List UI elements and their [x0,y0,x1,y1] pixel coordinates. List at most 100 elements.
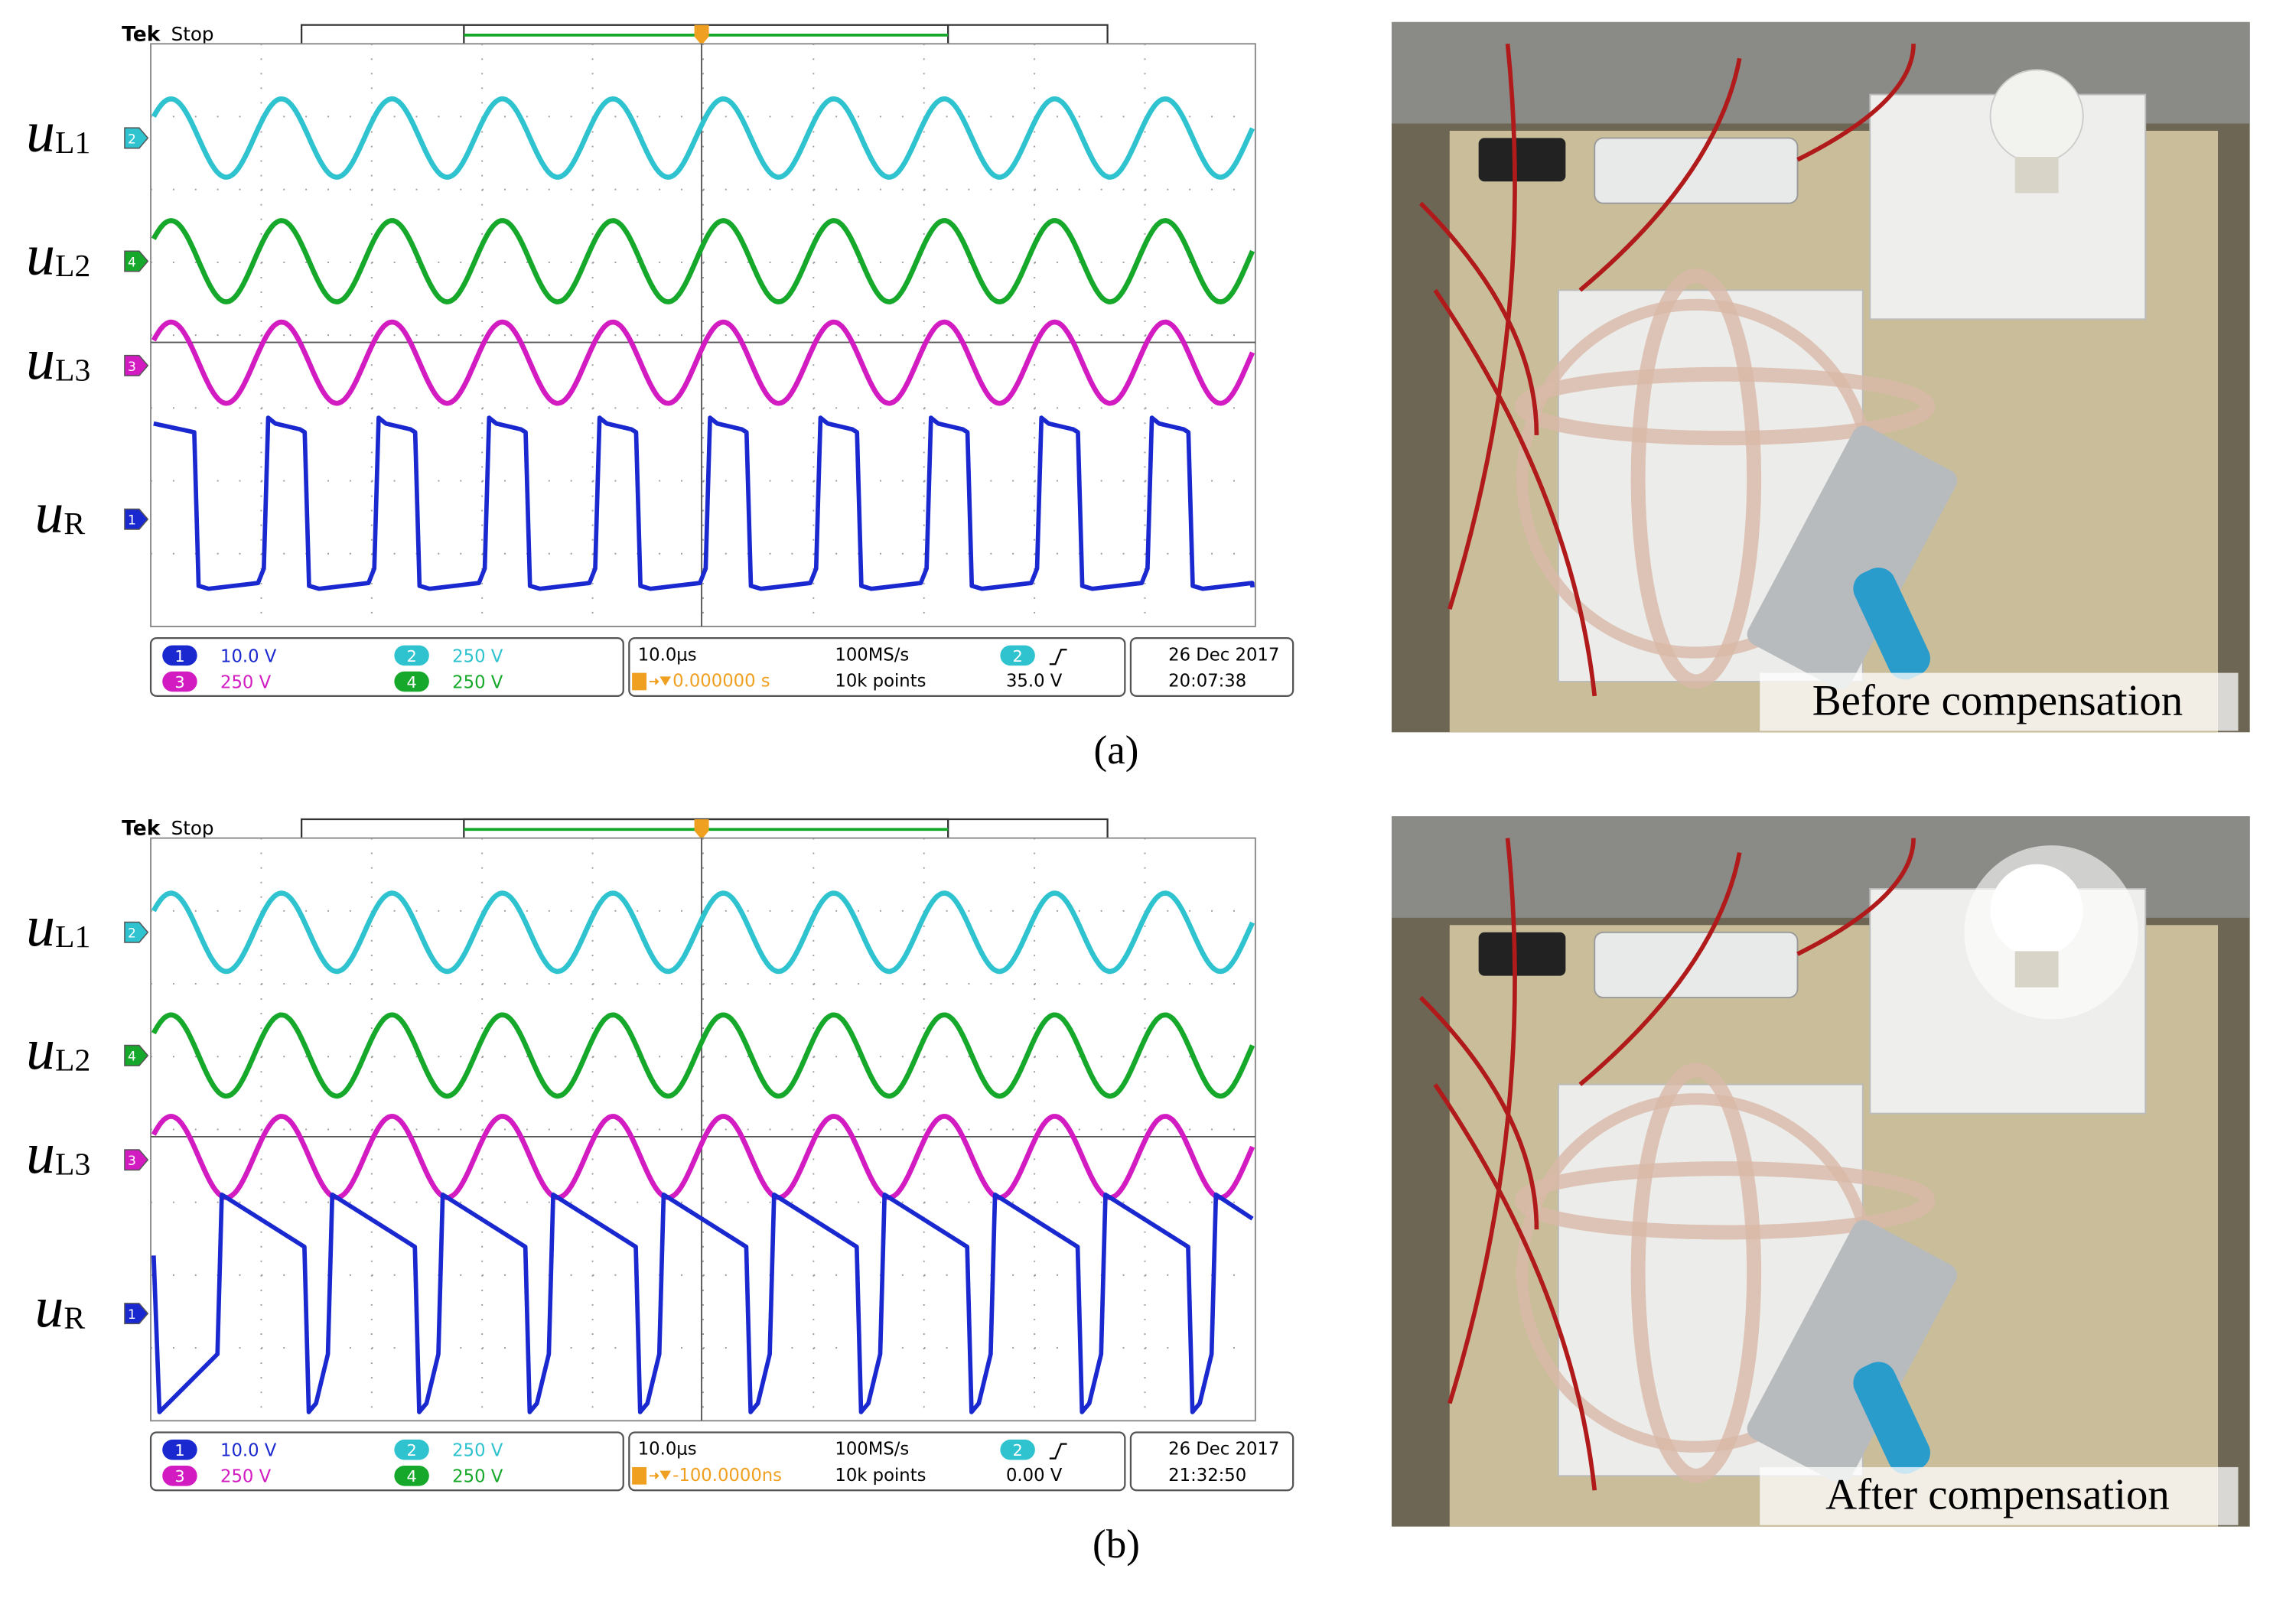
timebase: 10.0μs [638,1440,697,1460]
blue-handle [1853,1362,1930,1474]
date: 26 Dec 2017 [1168,645,1279,665]
bulb-base [2014,157,2059,194]
trace-subscript: L3 [55,353,90,388]
bulb [1990,864,2083,957]
waveform [151,96,1255,180]
cable [1578,57,1742,292]
channel-number: 3 [174,673,184,692]
trace-marker-number: 1 [128,1307,136,1323]
trace-label: uR [34,1275,85,1339]
caption: (b) [1093,1522,1140,1567]
trigger-slope [1049,649,1067,666]
channel-number: 3 [174,1467,184,1486]
trace-label: uL1 [26,100,90,164]
trace-marker [124,1303,149,1325]
photo-label: After compensation [1825,1471,2170,1519]
trace-subscript: L1 [55,919,90,955]
trace-marker [124,508,149,530]
trace-symbol: u [26,100,55,164]
trigger-icon-arrow [649,1470,672,1480]
cable [1447,838,1517,1404]
trace-subscript: L2 [55,1043,90,1078]
trace-label: uL3 [26,1122,90,1186]
power-strip [1594,137,1799,204]
trace-marker-number: 3 [128,1154,136,1169]
trace-label: uL2 [26,1017,90,1082]
readout-box [149,636,624,698]
date: 26 Dec 2017 [1168,1440,1279,1460]
trigger-icon-arrow [649,676,672,686]
channel-scale: 250 V [452,1441,503,1461]
trace-symbol: u [26,894,55,958]
trace-marker [124,921,149,943]
trace-subscript: L3 [55,1147,90,1182]
trace-marker [124,250,149,272]
waveform [151,1192,1254,1414]
cable [1433,288,1597,697]
adapter [1478,138,1566,182]
channel-scale: 250 V [452,646,503,666]
trigger-source: 2 [1012,647,1022,666]
bulb-base [2014,951,2059,988]
trace-label: uL2 [26,223,90,288]
label-box [1760,672,2239,731]
power-strip [1594,931,1799,998]
trace-marker-number: 2 [128,926,136,942]
label-box [1760,1466,2239,1525]
channel-badge [394,1439,429,1460]
trace-symbol: u [26,327,55,392]
record-length: 10k points [835,671,926,691]
channel-badge [394,671,429,692]
channel-number: 2 [406,647,416,666]
trace-symbol: u [34,1275,64,1339]
bulb [1989,69,2084,164]
trace-marker-number: 4 [128,255,136,270]
brand: Tek [122,22,161,46]
trace-symbol: u [26,1122,55,1186]
trace-marker-number: 4 [128,1050,136,1065]
holder [1747,1219,1958,1484]
trigger-position: 0.000000 s [672,671,770,691]
channel-scale: 250 V [452,1467,503,1487]
channel-number: 4 [406,1467,416,1486]
cable [1796,838,1916,956]
cable [1447,43,1517,610]
channel-scale: 250 V [220,1467,272,1487]
holder [1747,425,1958,690]
sample-rate: 100MS/s [835,1440,909,1460]
trace-subscript: L1 [55,125,90,160]
channel-number: 4 [406,673,416,692]
trigger-icon [632,672,647,691]
trigger-marker [694,819,709,840]
waveform [151,319,1255,406]
trace-marker [124,1149,149,1171]
channel-scale: 10.0 V [220,646,277,666]
photo: After compensation [1391,816,2250,1527]
trace-symbol: u [26,223,55,288]
trace-label: uL3 [26,327,90,392]
trace-subscript: R [64,1300,85,1336]
brand: Tek [122,817,161,841]
caption: (a) [1094,728,1139,773]
trace-marker [124,354,149,376]
trace-subscript: L2 [55,249,90,284]
trace-subscript: R [64,506,85,542]
trigger-level: 0.00 V [1006,1466,1063,1486]
channel-scale: 10.0 V [220,1441,277,1461]
channel-badge [162,671,197,692]
channel-number: 1 [174,1441,184,1460]
waveform [151,1012,1255,1099]
status: Stop [171,817,214,839]
trigger-source-badge [1000,645,1035,666]
channel-scale: 250 V [452,672,503,692]
sample-rate: 100MS/s [835,645,909,665]
status: Stop [171,23,214,45]
trigger-icon [632,1466,647,1485]
coil [1515,1161,1936,1240]
trace-marker-number: 3 [128,360,136,375]
trigger-source: 2 [1012,1441,1022,1460]
waveform [153,415,1255,591]
adapter [1478,932,1566,976]
